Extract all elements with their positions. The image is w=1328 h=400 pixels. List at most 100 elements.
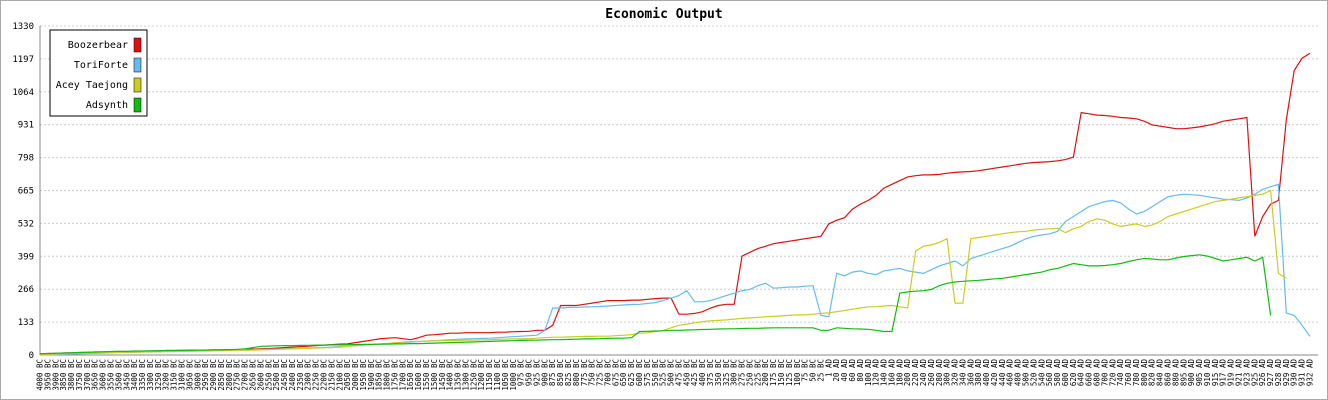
x-tick-label: 2750 BC bbox=[233, 359, 242, 391]
x-tick-label: 900 BC bbox=[540, 359, 549, 386]
x-tick-label: 260 AD bbox=[927, 359, 936, 387]
x-tick-label: 3950 BC bbox=[43, 359, 52, 391]
x-tick-label: 875 BC bbox=[548, 359, 557, 386]
x-tick-label: 1650 BC bbox=[406, 359, 415, 391]
x-tick-label: 540 AD bbox=[1037, 359, 1046, 387]
x-tick-label: 500 AD bbox=[1022, 359, 1031, 387]
x-tick-label: 500 BC bbox=[667, 359, 676, 386]
x-tick-label: 925 AD bbox=[1250, 359, 1259, 387]
x-tick-label: 2350 BC bbox=[296, 359, 305, 391]
x-tick-label: 375 BC bbox=[706, 359, 715, 386]
x-tick-label: 125 BC bbox=[785, 359, 794, 386]
x-tick-label: 2800 BC bbox=[225, 359, 234, 391]
x-tick-label: 525 BC bbox=[659, 359, 668, 386]
x-tick-label: 915 AD bbox=[1211, 359, 1220, 387]
x-tick-label: 640 AD bbox=[1077, 359, 1086, 387]
x-tick-label: 895 AD bbox=[1179, 359, 1188, 387]
x-tick-label: 300 BC bbox=[730, 359, 739, 386]
y-tick-label: 266 bbox=[18, 285, 34, 295]
legend-swatch bbox=[133, 97, 142, 113]
legend-swatch bbox=[133, 37, 142, 53]
x-tick-label: 926 AD bbox=[1258, 359, 1267, 387]
x-tick-label: 625 BC bbox=[627, 359, 636, 386]
series-line bbox=[39, 254, 1272, 355]
x-tick-label: 2250 BC bbox=[312, 359, 321, 391]
x-tick-label: 1550 BC bbox=[422, 359, 431, 391]
x-tick-label: 460 AD bbox=[1006, 359, 1015, 387]
x-tick-label: 240 AD bbox=[919, 359, 928, 387]
x-tick-label: 580 AD bbox=[1053, 359, 1062, 387]
legend-swatch bbox=[133, 57, 142, 73]
y-tick-label: 133 bbox=[18, 318, 34, 328]
y-tick-label: 931 bbox=[18, 121, 34, 131]
x-tick-label: 425 BC bbox=[690, 359, 699, 386]
x-tick-label: 860 AD bbox=[1164, 359, 1173, 387]
x-tick-label: 280 AD bbox=[935, 359, 944, 387]
x-tick-label: 4000 BC bbox=[36, 359, 45, 391]
x-tick-label: 550 BC bbox=[651, 359, 660, 386]
x-tick-label: 25 BC bbox=[816, 359, 825, 382]
x-tick-label: 927 AD bbox=[1266, 359, 1275, 387]
x-tick-label: 175 BC bbox=[769, 359, 778, 386]
x-tick-label: 140 AD bbox=[880, 359, 889, 387]
x-tick-label: 760 AD bbox=[1124, 359, 1133, 387]
x-tick-label: 3250 BC bbox=[154, 359, 163, 391]
x-tick-label: 20 AD bbox=[832, 359, 841, 382]
x-tick-label: 2300 BC bbox=[304, 359, 313, 391]
x-tick-label: 380 AD bbox=[974, 359, 983, 387]
x-tick-label: 120 AD bbox=[872, 359, 881, 387]
x-tick-label: 750 BC bbox=[588, 359, 597, 386]
x-tick-label: 1350 BC bbox=[454, 359, 463, 391]
x-tick-label: 2650 BC bbox=[248, 359, 257, 391]
x-tick-label: 600 AD bbox=[1061, 359, 1070, 387]
x-tick-label: 930 AD bbox=[1290, 359, 1299, 387]
x-tick-label: 620 AD bbox=[1069, 359, 1078, 387]
x-tick-label: 3600 BC bbox=[99, 359, 108, 391]
x-tick-label: 675 BC bbox=[611, 359, 620, 386]
x-tick-label: 900 AD bbox=[1187, 359, 1196, 387]
x-tick-label: 1300 BC bbox=[461, 359, 470, 391]
x-tick-label: 921 AD bbox=[1235, 359, 1244, 387]
x-tick-label: 2500 BC bbox=[272, 359, 281, 391]
y-tick-label: 1197 bbox=[12, 55, 34, 65]
x-tick-label: 740 AD bbox=[1116, 359, 1125, 387]
x-tick-label: 917 AD bbox=[1219, 359, 1228, 387]
y-tick-label: 532 bbox=[18, 219, 34, 229]
x-tick-label: 3000 BC bbox=[193, 359, 202, 391]
x-tick-label: 160 AD bbox=[887, 359, 896, 387]
x-tick-label: 680 AD bbox=[1093, 359, 1102, 387]
x-tick-label: 2700 BC bbox=[241, 359, 250, 391]
x-tick-label: 440 AD bbox=[998, 359, 1007, 387]
x-tick-label: 360 AD bbox=[966, 359, 975, 387]
x-tick-label: 450 BC bbox=[682, 359, 691, 386]
x-tick-label: 820 AD bbox=[1148, 359, 1157, 387]
x-tick-label: 3900 BC bbox=[51, 359, 60, 391]
x-tick-label: 2200 BC bbox=[319, 359, 328, 391]
y-tick-label: 665 bbox=[18, 187, 34, 197]
x-tick-label: 50 BC bbox=[809, 359, 818, 382]
x-tick-label: 200 BC bbox=[761, 359, 770, 386]
x-tick-label: 40 AD bbox=[840, 359, 849, 382]
x-tick-label: 3400 BC bbox=[130, 359, 139, 391]
x-tick-label: 780 AD bbox=[1132, 359, 1141, 387]
x-tick-label: 480 AD bbox=[1014, 359, 1023, 387]
x-tick-label: 2450 BC bbox=[280, 359, 289, 391]
x-tick-label: 3200 BC bbox=[162, 359, 171, 391]
x-tick-label: 925 BC bbox=[532, 359, 541, 386]
x-tick-label: 3650 BC bbox=[91, 359, 100, 391]
x-tick-label: 800 AD bbox=[1140, 359, 1149, 387]
x-tick-label: 2950 BC bbox=[201, 359, 210, 391]
x-tick-label: 475 BC bbox=[674, 359, 683, 386]
x-tick-label: 3050 BC bbox=[185, 359, 194, 391]
x-tick-label: 3300 BC bbox=[146, 359, 155, 391]
x-tick-label: 825 BC bbox=[564, 359, 573, 386]
x-tick-label: 600 BC bbox=[635, 359, 644, 386]
y-tick-label: 1064 bbox=[12, 88, 34, 98]
x-tick-label: 3700 BC bbox=[83, 359, 92, 391]
x-tick-label: 1450 BC bbox=[438, 359, 447, 391]
x-tick-label: 320 AD bbox=[951, 359, 960, 387]
x-tick-label: 1000 BC bbox=[509, 359, 518, 391]
